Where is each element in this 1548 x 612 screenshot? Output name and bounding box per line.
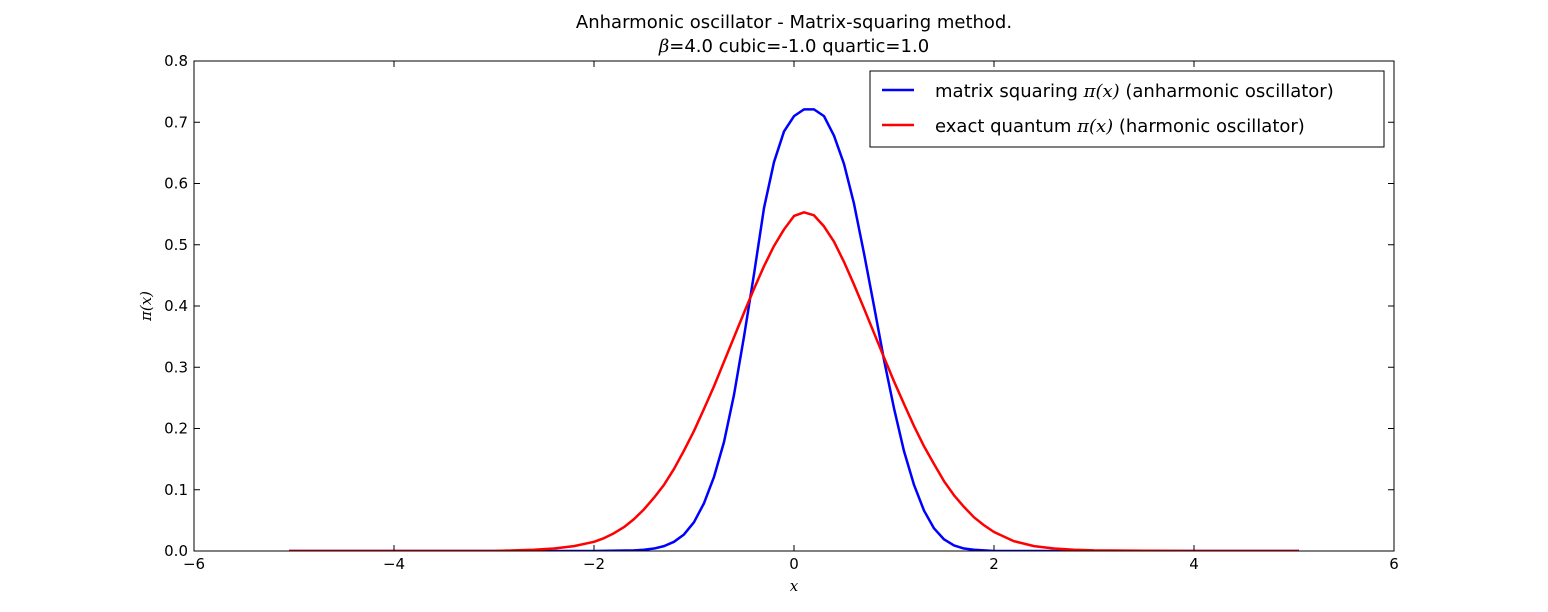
y-tick-label: 0.1: [164, 481, 188, 499]
series-layer: [289, 108, 1299, 551]
legend-label-matrix-squaring: matrix squaring π(x) (anharmonic oscilla…: [935, 81, 1334, 102]
series-line-0: [289, 108, 1299, 551]
y-tick-label: 0.4: [164, 297, 188, 315]
x-axis-label: x: [790, 577, 799, 595]
x-tick-label: −4: [383, 555, 405, 573]
legend-label-0-after: (anharmonic oscillator): [1120, 81, 1334, 102]
subtitle-params: =4.0 cubic=-1.0 quartic=1.0: [669, 36, 929, 57]
y-tick-label: 0.2: [164, 420, 188, 438]
x-tick-label: 4: [1189, 555, 1199, 573]
x-tick-label: 2: [989, 555, 999, 573]
legend-label-exact-quantum: exact quantum π(x) (harmonic oscillator): [935, 116, 1305, 137]
y-tick-label: 0.8: [164, 52, 188, 70]
beta-symbol: β: [658, 36, 669, 57]
x-tick-label: 6: [1389, 555, 1399, 573]
series-line-1: [289, 211, 1299, 551]
y-tick-label: 0.6: [164, 175, 188, 193]
legend-label-0-before: matrix squaring: [935, 81, 1084, 102]
legend-label-1-before: exact quantum: [935, 116, 1077, 137]
x-tick-label: −2: [583, 555, 605, 573]
legend-label-0-math: π(x): [1083, 81, 1120, 102]
x-axis-ticks: −6 −4 −2 0 2 4 6: [183, 61, 1399, 573]
legend-label-1-after: (harmonic oscillator): [1113, 116, 1305, 137]
x-tick-label: 0: [789, 555, 799, 573]
y-tick-label: 0.5: [164, 236, 188, 254]
legend-box: [869, 70, 1385, 148]
y-axis-ticks: 0.0 0.1 0.2 0.3 0.4 0.5 0.6 0.7 0.8: [164, 52, 1394, 560]
y-tick-label: 0.3: [164, 358, 188, 376]
y-axis-label: π(x): [137, 291, 155, 322]
legend: matrix squaring π(x) (anharmonic oscilla…: [869, 70, 1385, 148]
y-tick-label: 0.0: [164, 542, 188, 560]
legend-label-1-math: π(x): [1076, 116, 1113, 137]
chart-subtitle: β=4.0 cubic=-1.0 quartic=1.0: [658, 36, 929, 57]
y-tick-label: 0.7: [164, 113, 188, 131]
x-tick-label: −6: [183, 555, 205, 573]
chart-title: Anharmonic oscillator - Matrix-squaring …: [576, 12, 1012, 33]
